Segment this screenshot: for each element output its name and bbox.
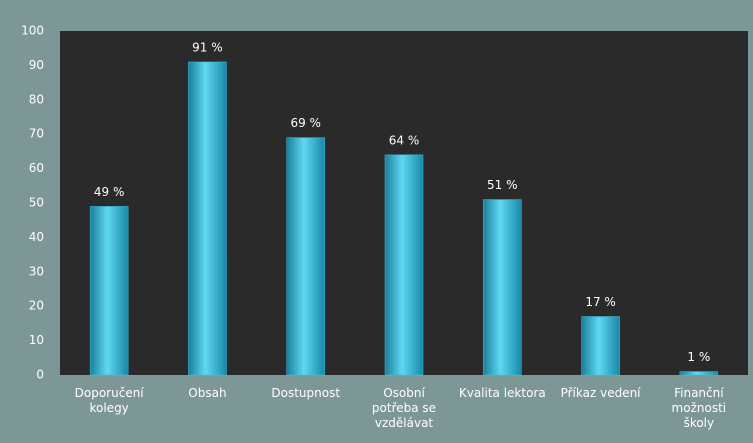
bar xyxy=(679,371,719,376)
x-tick-label: Příkaz vedení xyxy=(560,386,641,400)
y-tick-label: 10 xyxy=(29,333,44,347)
value-label: 17 % xyxy=(585,295,616,309)
bar xyxy=(286,137,325,376)
value-label: 64 % xyxy=(389,133,420,147)
x-tick-label: Obsah xyxy=(188,386,227,400)
x-tick-label: Osobní potřeba se vzdělávat xyxy=(371,386,437,430)
value-label: 1 % xyxy=(687,350,710,364)
value-label: 91 % xyxy=(192,40,223,54)
value-label: 49 % xyxy=(94,185,125,199)
value-label: 51 % xyxy=(487,178,518,192)
x-tick-label: Finanční možnosti školy xyxy=(671,386,727,430)
bar xyxy=(384,154,424,376)
y-tick-label: 50 xyxy=(29,196,44,210)
y-tick-label: 80 xyxy=(29,92,44,106)
bar xyxy=(89,206,129,376)
y-tick-label: 60 xyxy=(29,161,44,175)
value-label: 69 % xyxy=(290,116,321,130)
bar xyxy=(483,199,522,376)
y-tick-label: 90 xyxy=(29,58,44,72)
y-tick-label: 0 xyxy=(36,368,44,382)
bar xyxy=(188,61,227,376)
y-tick-label: 100 xyxy=(21,24,44,38)
y-tick-label: 20 xyxy=(29,299,44,313)
y-tick-label: 70 xyxy=(29,127,44,141)
bar xyxy=(581,316,620,376)
y-tick-label: 40 xyxy=(29,230,44,244)
x-tick-label: Kvalita lektora xyxy=(458,386,546,400)
x-tick-label: Doporučení kolegy xyxy=(74,386,144,415)
y-tick-label: 30 xyxy=(29,264,44,278)
x-tick-label: Dostupnost xyxy=(271,386,341,400)
